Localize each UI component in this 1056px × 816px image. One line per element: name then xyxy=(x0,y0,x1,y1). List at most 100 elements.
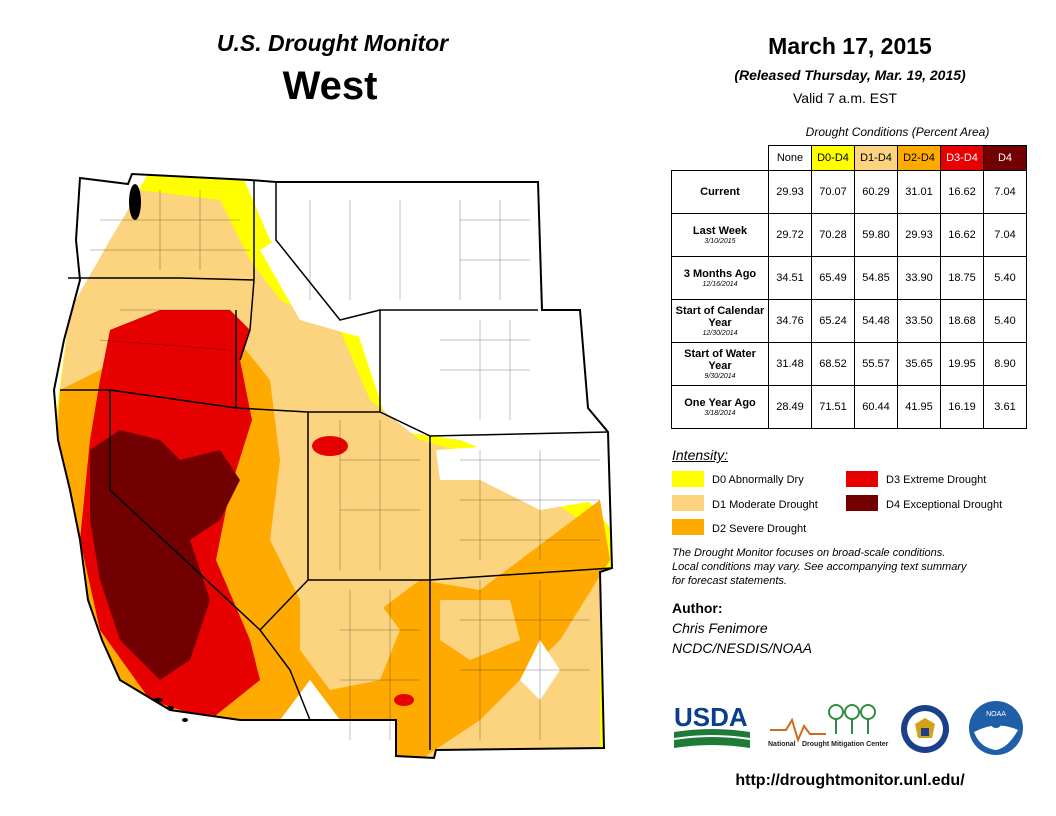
table-cell: 31.01 xyxy=(897,170,941,214)
row-label: Last Week 3/10/2015 xyxy=(671,213,769,257)
table-cell: 29.93 xyxy=(897,213,941,257)
legend-label-d3: D3 Extreme Drought xyxy=(886,474,987,486)
table-cell: 16.62 xyxy=(940,213,984,257)
legend-label-d1: D1 Moderate Drought xyxy=(712,499,818,511)
table-cell: 19.95 xyxy=(940,342,984,386)
table-cell: 5.40 xyxy=(983,299,1027,343)
author-org: NCDC/NESDIS/NOAA xyxy=(672,640,813,656)
note-line-3: for forecast statements. xyxy=(672,575,787,587)
table-cell: 60.44 xyxy=(854,385,898,429)
table-cell: 28.49 xyxy=(768,385,812,429)
usda-logo: USDA xyxy=(674,702,750,748)
table-cell: 7.04 xyxy=(983,170,1027,214)
table-cell: 5.40 xyxy=(983,256,1027,300)
table-cell: 29.72 xyxy=(768,213,812,257)
table-cell: 68.52 xyxy=(811,342,855,386)
disclaimer-note: The Drought Monitor focuses on broad-sca… xyxy=(672,546,1012,588)
table-row: Last Week 3/10/2015 29.72 70.28 59.80 29.… xyxy=(671,213,1027,257)
table-caption: Drought Conditions (Percent Area) xyxy=(805,125,990,139)
table-cell: 60.29 xyxy=(854,170,898,214)
note-line-1: The Drought Monitor focuses on broad-sca… xyxy=(672,547,946,559)
row-sublabel: 12/30/2014 xyxy=(702,329,738,337)
legend-swatch-d2 xyxy=(672,519,704,535)
table-row: Current 29.93 70.07 60.29 31.01 16.62 7.… xyxy=(671,170,1027,214)
legend-swatch-d4 xyxy=(846,495,878,511)
col-header-none: None xyxy=(768,145,812,171)
row-label-text: Current xyxy=(700,186,740,198)
row-label: Start of Calendar Year 12/30/2014 xyxy=(671,299,769,343)
table-cell: 3.61 xyxy=(983,385,1027,429)
table-cell: 65.49 xyxy=(811,256,855,300)
table-cell: 7.04 xyxy=(983,213,1027,257)
table-cell: 31.48 xyxy=(768,342,812,386)
ndmc-line-2: Drought Mitigation Center xyxy=(802,741,889,748)
author-name: Chris Fenimore xyxy=(672,620,768,636)
table-cell: 34.51 xyxy=(768,256,812,300)
drought-map xyxy=(52,172,614,760)
usda-logo-text: USDA xyxy=(674,702,748,732)
table-cell: 59.80 xyxy=(854,213,898,257)
row-label: One Year Ago 3/18/2014 xyxy=(671,385,769,429)
table-cell: 33.50 xyxy=(897,299,941,343)
legend-swatch-d3 xyxy=(846,471,878,487)
row-label: 3 Months Ago 12/16/2014 xyxy=(671,256,769,300)
table-cell: 55.57 xyxy=(854,342,898,386)
table-cell: 35.65 xyxy=(897,342,941,386)
legend-title: Intensity: xyxy=(672,447,729,463)
row-sublabel: 3/18/2014 xyxy=(704,409,736,417)
legend-swatch-d1 xyxy=(672,495,704,511)
row-label-text: Start of Calendar Year xyxy=(675,304,765,329)
ndmc-logo: National Drought Mitigation Center xyxy=(768,704,889,748)
release-date: (Released Thursday, Mar. 19, 2015) xyxy=(734,67,966,83)
table-cell: 70.28 xyxy=(811,213,855,257)
col-header-d1-d4: D1-D4 xyxy=(854,145,898,171)
website-url[interactable]: http://droughtmonitor.unl.edu/ xyxy=(735,772,965,789)
commerce-seal-logo xyxy=(901,705,949,753)
table-cell: 70.07 xyxy=(811,170,855,214)
row-sublabel: 12/16/2014 xyxy=(702,280,738,288)
table-header-row: None D0-D4 D1-D4 D2-D4 D3-D4 D4 xyxy=(672,145,1027,171)
noaa-logo: NOAA xyxy=(969,701,1023,755)
table-cell: 18.68 xyxy=(940,299,984,343)
ndmc-line-1: National xyxy=(768,741,796,748)
col-header-d2-d4: D2-D4 xyxy=(897,145,941,171)
map-date: March 17, 2015 xyxy=(768,33,932,59)
map-region-title: West xyxy=(282,64,378,108)
legend-label-d4: D4 Exceptional Drought xyxy=(886,499,1003,511)
row-sublabel: 9/30/2014 xyxy=(704,372,736,380)
map-subtitle: U.S. Drought Monitor xyxy=(216,30,449,56)
row-sublabel: 3/10/2015 xyxy=(704,237,736,245)
table-row: 3 Months Ago 12/16/2014 34.51 65.49 54.85… xyxy=(671,256,1027,300)
table-cell: 16.19 xyxy=(940,385,984,429)
col-header-d4: D4 xyxy=(983,145,1027,171)
table-cell: 54.48 xyxy=(854,299,898,343)
table-cell: 16.62 xyxy=(940,170,984,214)
legend-label-d2: D2 Severe Drought xyxy=(712,523,807,535)
table-cell: 71.51 xyxy=(811,385,855,429)
table-cell: 33.90 xyxy=(897,256,941,300)
table-row: One Year Ago 3/18/2014 28.49 71.51 60.44 … xyxy=(671,385,1027,429)
row-label-text: One Year Ago xyxy=(684,396,756,409)
table-cell: 29.93 xyxy=(768,170,812,214)
noaa-logo-text: NOAA xyxy=(986,711,1006,718)
table-cell: 65.24 xyxy=(811,299,855,343)
legend-swatch-d0 xyxy=(672,471,704,487)
legend-label-d0: D0 Abnormally Dry xyxy=(712,474,804,486)
table-cell: 34.76 xyxy=(768,299,812,343)
table-cell: 41.95 xyxy=(897,385,941,429)
table-cell: 18.75 xyxy=(940,256,984,300)
note-line-2: Local conditions may vary. See accompany… xyxy=(672,561,967,573)
row-label-text: 3 Months Ago xyxy=(683,267,757,280)
table-corner xyxy=(672,146,769,171)
table-row: Start of Water Year 9/30/2014 31.48 68.52… xyxy=(671,342,1027,386)
table-cell: 8.90 xyxy=(983,342,1027,386)
row-label-text: Start of Water Year xyxy=(684,347,756,372)
table-cell: 54.85 xyxy=(854,256,898,300)
row-label-text: Last Week xyxy=(692,224,748,237)
drought-conditions-table: None D0-D4 D1-D4 D2-D4 D3-D4 D4 Current … xyxy=(671,145,1027,429)
col-header-d0-d4: D0-D4 xyxy=(811,145,855,171)
col-header-d3-d4: D3-D4 xyxy=(940,145,984,171)
table-row: Start of Calendar Year 12/30/2014 34.76 6… xyxy=(671,299,1027,343)
row-label: Current xyxy=(671,170,769,214)
valid-time: Valid 7 a.m. EST xyxy=(792,90,897,106)
